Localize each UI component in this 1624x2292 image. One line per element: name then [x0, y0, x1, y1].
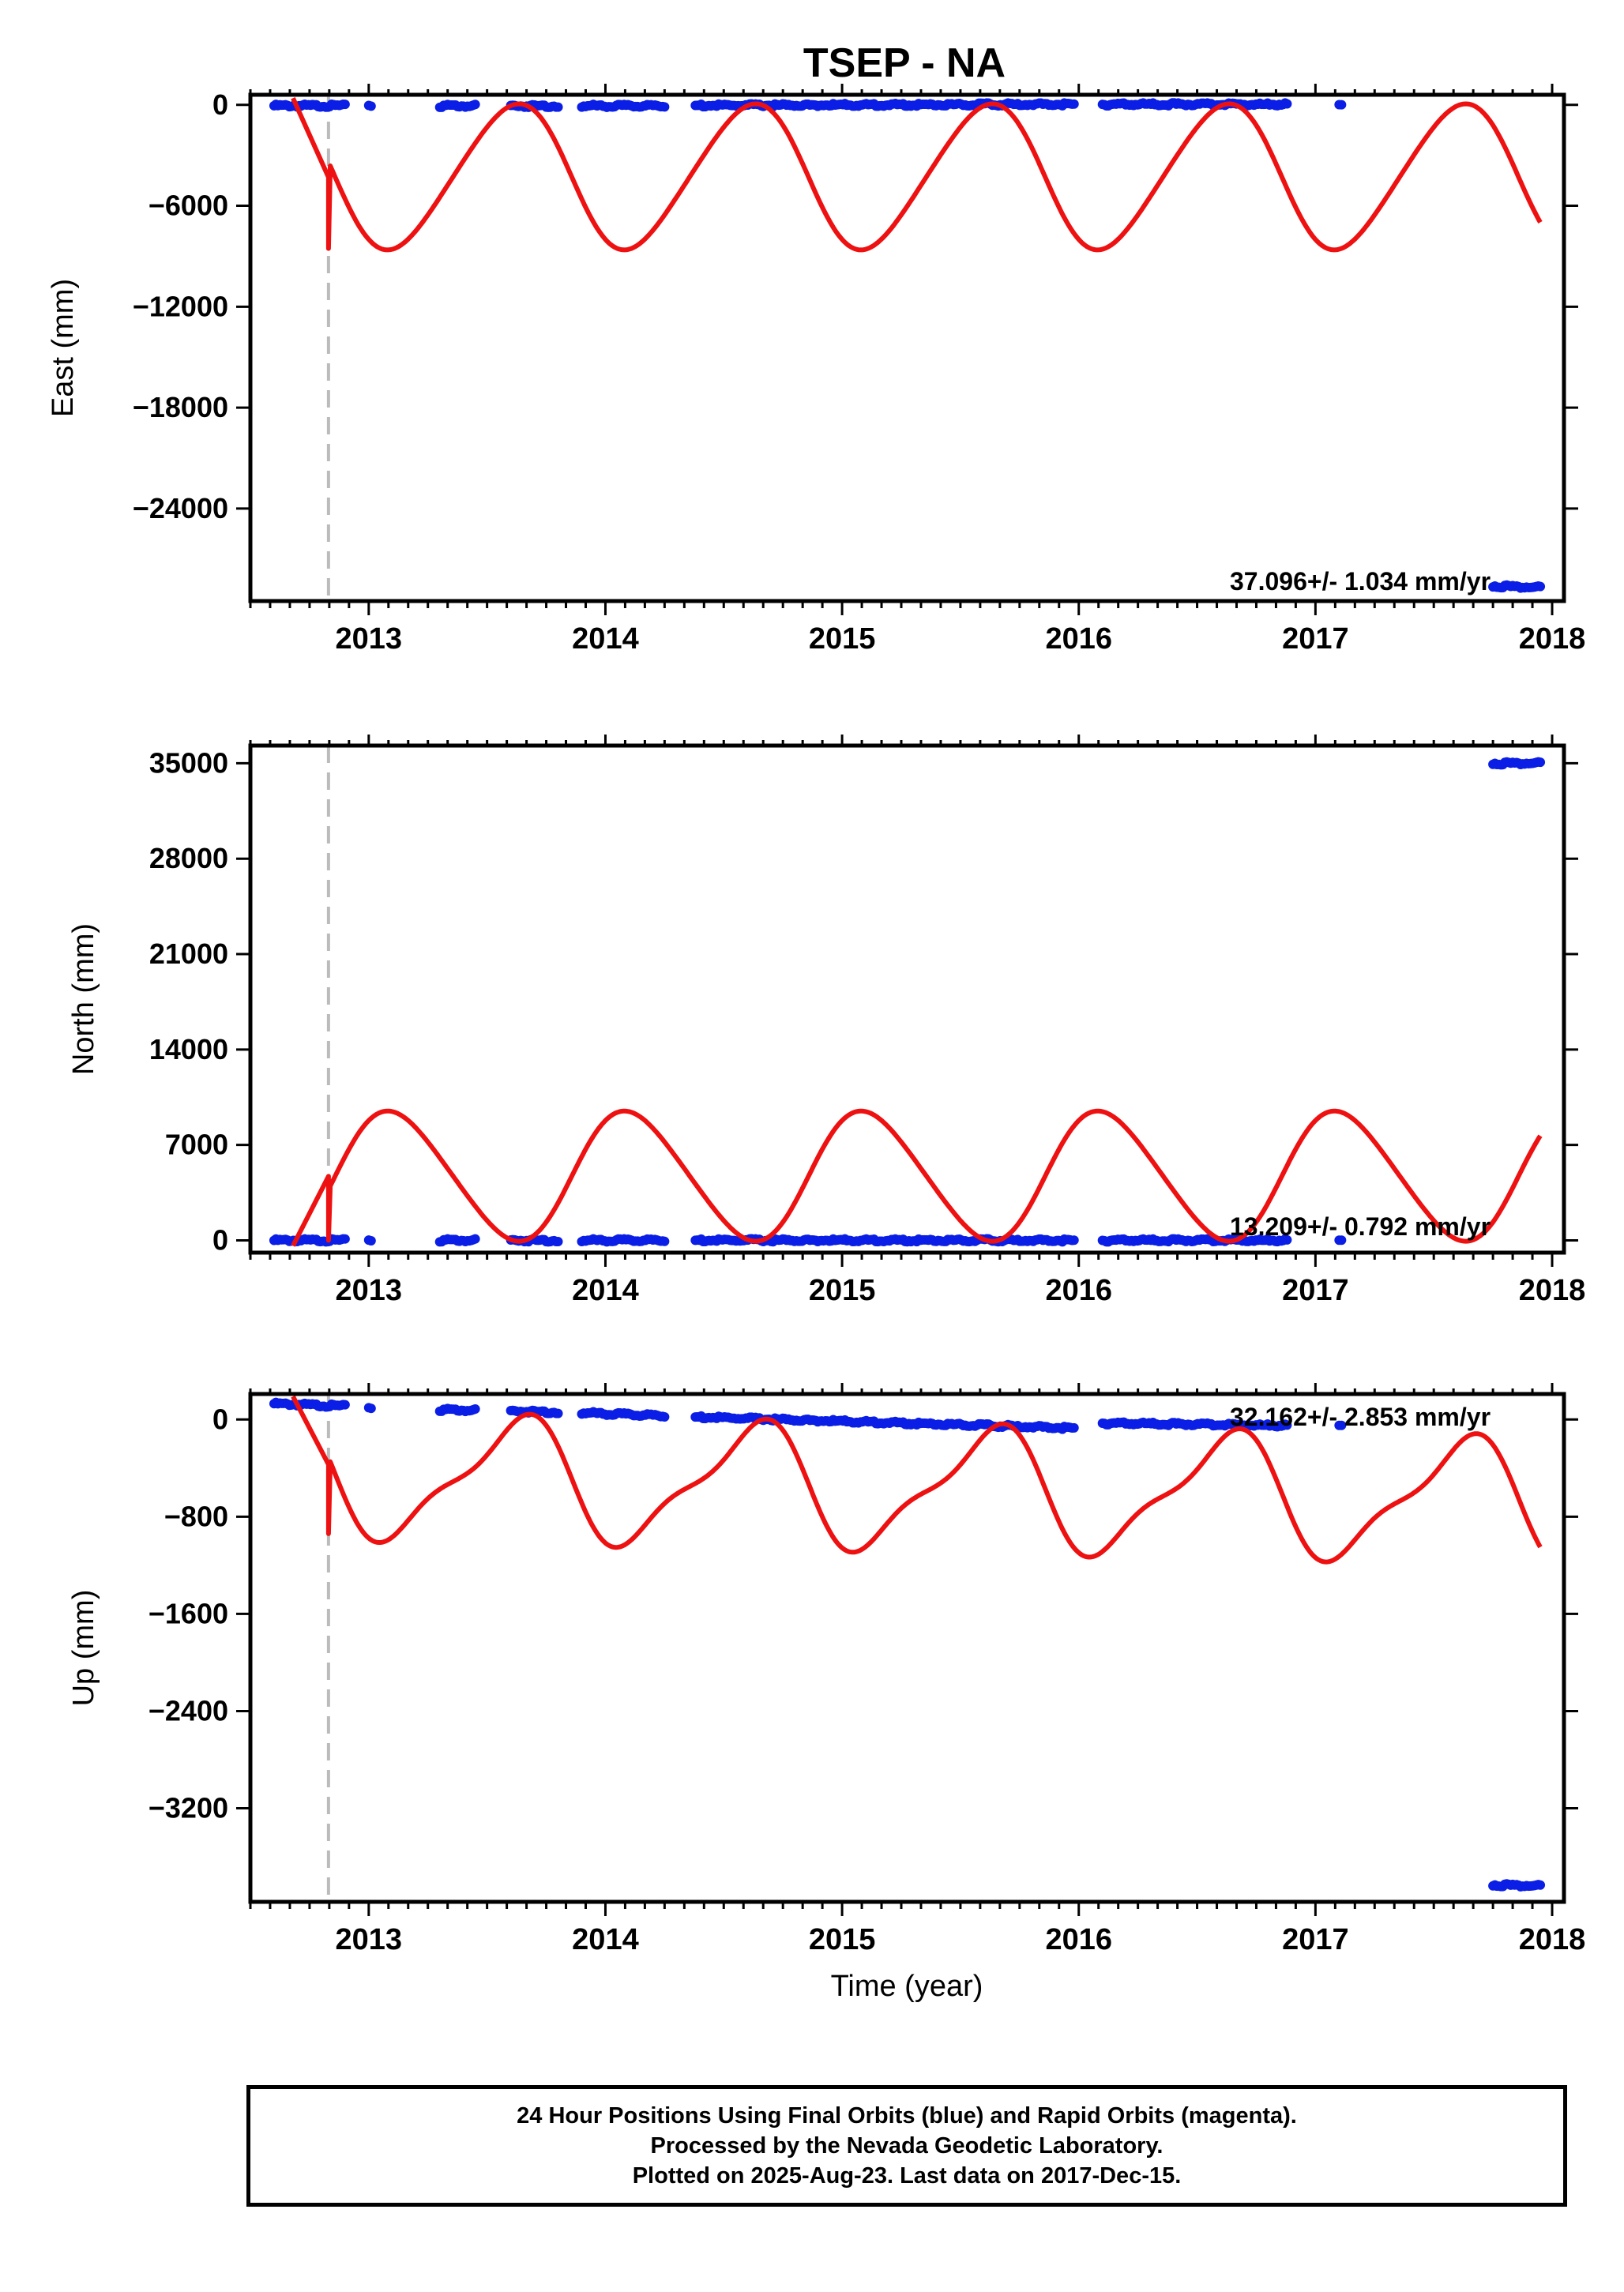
model-curve [291, 1395, 1543, 1565]
data-point [1336, 100, 1347, 110]
model-curve [291, 97, 1543, 253]
panel-up: 0 −800 −1600 −2400 −3200 2013 2014 2015 2016 2017… [67, 1383, 1585, 1956]
data-point [1536, 581, 1546, 592]
data-point [1282, 1234, 1292, 1245]
plot-area-east [269, 95, 1546, 601]
y-tick-label: −12000 [133, 290, 228, 322]
x-tick-label: 2014 [572, 1274, 639, 1307]
footer-line-3: Plotted on 2025-Aug-23. Last data on 201… [632, 2163, 1182, 2189]
data-point [1536, 1880, 1546, 1890]
x-tick-label: 2018 [1519, 622, 1586, 656]
data-point [470, 1403, 480, 1414]
y-axis-label: East (mm) [47, 279, 80, 417]
x-tick-label: 2018 [1519, 1923, 1586, 1956]
rate-label: 37.096+/- 1.034 mm/yr [1230, 567, 1491, 596]
x-tick-label: 2015 [809, 1274, 876, 1307]
y-tick-label: 0 [212, 1403, 228, 1435]
data-point [1536, 757, 1546, 768]
y-tick-label: 7000 [165, 1129, 228, 1161]
x-tick-label: 2018 [1519, 1274, 1586, 1307]
model-curve [291, 1108, 1543, 1247]
panel-frame [248, 1392, 1566, 1904]
data-point [470, 100, 480, 110]
x-tick-label: 2015 [809, 1923, 876, 1956]
x-tick-label: 2015 [809, 622, 876, 656]
x-tick-label: 2016 [1045, 1923, 1112, 1956]
y-tick-label: 28000 [149, 842, 228, 874]
x-tick-label: 2013 [336, 1274, 403, 1307]
data-point [470, 1234, 480, 1244]
chart-title: TSEP - NA [803, 40, 1006, 86]
x-tick-label: 2013 [336, 1923, 403, 1956]
data-point [1282, 1420, 1292, 1430]
y-tick-label: −2400 [148, 1694, 228, 1727]
plot-area-up [269, 1394, 1546, 1902]
y-tick-label: 21000 [149, 937, 228, 970]
y-tick-label: −3200 [148, 1792, 228, 1824]
y-tick-label: 35000 [149, 746, 228, 779]
rate-label: 13.209+/- 0.792 mm/yr [1230, 1212, 1491, 1241]
data-point [1069, 1422, 1079, 1433]
panel-frame [248, 92, 1566, 603]
y-tick-label: −1600 [148, 1597, 228, 1629]
x-axis-label: Time (year) [831, 1970, 983, 2003]
footer-line-2: Processed by the Nevada Geodetic Laborat… [650, 2133, 1163, 2159]
plot-area-north [269, 746, 1546, 1253]
x-tick-label: 2013 [336, 622, 403, 656]
data-point [1069, 1235, 1079, 1246]
data-point [340, 1234, 350, 1244]
data-point [1336, 1420, 1347, 1430]
data-point [1336, 1235, 1347, 1246]
data-point [1069, 99, 1079, 109]
processing-info-box: 24 Hour Positions Using Final Orbits (bl… [246, 2085, 1567, 2207]
data-point [660, 1412, 670, 1422]
x-tick-label: 2014 [572, 622, 639, 656]
data-point [366, 1235, 376, 1246]
y-tick-label: −24000 [133, 492, 228, 524]
y-tick-label: −800 [164, 1500, 228, 1532]
y-axis-label: North (mm) [67, 923, 100, 1075]
panel-east: 0 −6000 −12000 −18000 −24000 2013 2014 2015 2016… [47, 84, 1585, 656]
y-tick-label: −6000 [148, 190, 228, 222]
y-tick-label: −18000 [133, 391, 228, 423]
data-point [340, 1400, 350, 1410]
y-tick-label: 14000 [149, 1033, 228, 1065]
x-tick-label: 2017 [1282, 1923, 1349, 1956]
panel-frame [248, 743, 1566, 1255]
y-tick-label: 0 [212, 1223, 228, 1256]
x-tick-label: 2017 [1282, 1274, 1349, 1307]
data-point [553, 1237, 563, 1247]
x-tick-label: 2017 [1282, 622, 1349, 656]
y-tick-label: 0 [212, 88, 228, 121]
data-point [553, 102, 563, 112]
data-point [553, 1408, 563, 1418]
data-point [366, 101, 376, 111]
rate-label: 32.162+/- 2.853 mm/yr [1230, 1403, 1491, 1431]
data-point [660, 1236, 670, 1246]
x-tick-label: 2016 [1045, 1274, 1112, 1307]
x-tick-label: 2014 [572, 1923, 639, 1956]
data-point [366, 1403, 376, 1414]
data-point [1282, 99, 1292, 109]
panel-north: 35000 28000 21000 14000 7000 0 2013 2014 2015 201… [67, 735, 1585, 1307]
footer-line-1: 24 Hour Positions Using Final Orbits (bl… [517, 2103, 1297, 2129]
data-point [660, 102, 670, 112]
x-tick-label: 2016 [1045, 622, 1112, 656]
data-point [340, 100, 350, 110]
y-axis-label: Up (mm) [67, 1590, 100, 1707]
